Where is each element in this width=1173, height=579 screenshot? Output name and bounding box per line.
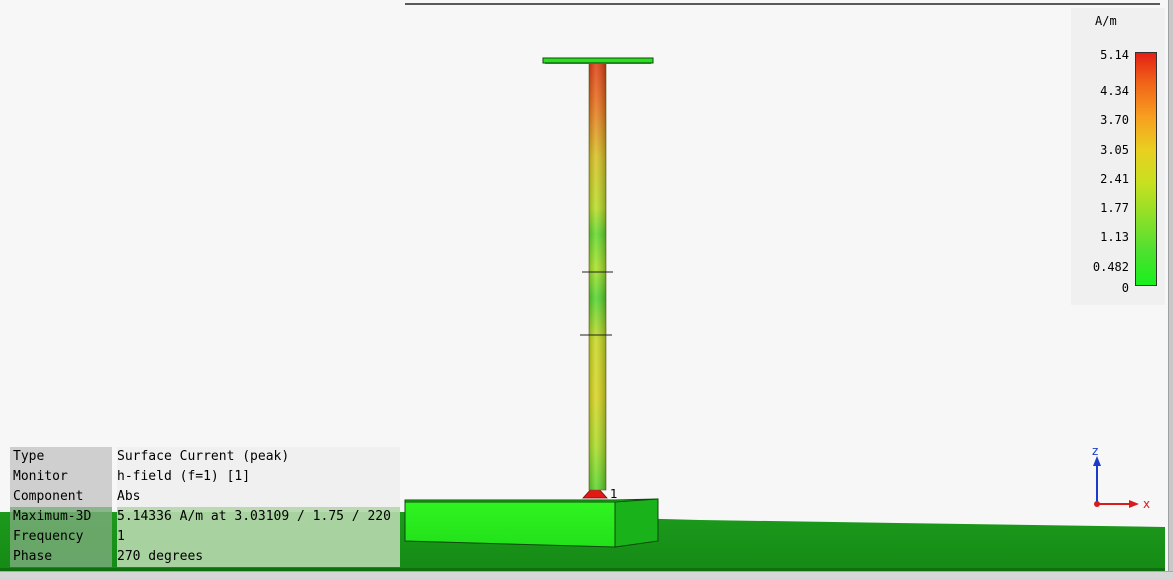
axis-triad-icon bbox=[1093, 456, 1139, 508]
info-key: Phase bbox=[10, 547, 112, 567]
monopole-rod-shading bbox=[589, 63, 606, 490]
axis-z-label: z bbox=[1092, 444, 1099, 458]
axis-x-label: x bbox=[1143, 497, 1151, 511]
info-row-phase: Phase 270 degrees bbox=[10, 547, 400, 567]
legend-tick: 2.41 bbox=[1100, 172, 1129, 186]
legend-tick: 0.482 bbox=[1092, 260, 1129, 274]
ground-plane-edge bbox=[0, 568, 1165, 571]
axis-triad: z x bbox=[1085, 444, 1165, 519]
result-info-panel: Type Surface Current (peak) Monitor h-fi… bbox=[10, 447, 400, 567]
port-number-label: 1 bbox=[610, 487, 618, 501]
legend-color-bar bbox=[1135, 52, 1157, 286]
top-hat-plate bbox=[542, 57, 654, 64]
info-key: Type bbox=[10, 447, 112, 467]
viewport-top-edge bbox=[405, 3, 1160, 5]
legend-tick: 5.14 bbox=[1100, 48, 1129, 62]
legend-tick: 0 bbox=[1121, 281, 1129, 295]
info-value: 5.14336 A/m at 3.03109 / 1.75 / 220 bbox=[117, 507, 400, 527]
info-row-type: Type Surface Current (peak) bbox=[10, 447, 400, 467]
base-box-side bbox=[614, 498, 659, 548]
legend-tick: 3.05 bbox=[1100, 143, 1129, 157]
legend-tick: 1.77 bbox=[1100, 201, 1129, 215]
viewport-bottom-strip bbox=[0, 571, 1173, 579]
legend-unit-label: A/m bbox=[1095, 14, 1117, 28]
base-box-front bbox=[404, 501, 616, 548]
info-key: Component bbox=[10, 487, 112, 507]
info-key: Maximum-3D bbox=[10, 507, 112, 527]
info-value: 1 bbox=[117, 527, 400, 547]
legend-tick: 1.13 bbox=[1100, 230, 1129, 244]
viewport-right-border bbox=[1168, 0, 1173, 579]
top-hat-plate-shadow bbox=[545, 62, 651, 64]
info-key: Frequency bbox=[10, 527, 112, 547]
info-row-maximum-3d: Maximum-3D 5.14336 A/m at 3.03109 / 1.75… bbox=[10, 507, 400, 527]
legend-tick: 3.70 bbox=[1100, 113, 1129, 127]
color-legend: A/m 5.14 4.34 3.70 3.05 2.41 1.77 1.13 0… bbox=[1071, 8, 1165, 305]
legend-tick: 4.34 bbox=[1100, 84, 1129, 98]
info-value: Abs bbox=[117, 487, 400, 507]
info-key: Monitor bbox=[10, 467, 112, 487]
info-value: h-field (f=1) [1] bbox=[117, 467, 400, 487]
info-value: 270 degrees bbox=[117, 547, 400, 567]
info-row-frequency: Frequency 1 bbox=[10, 527, 400, 547]
info-row-monitor: Monitor h-field (f=1) [1] bbox=[10, 467, 400, 487]
info-value: Surface Current (peak) bbox=[117, 447, 400, 467]
info-row-component: Component Abs bbox=[10, 487, 400, 507]
